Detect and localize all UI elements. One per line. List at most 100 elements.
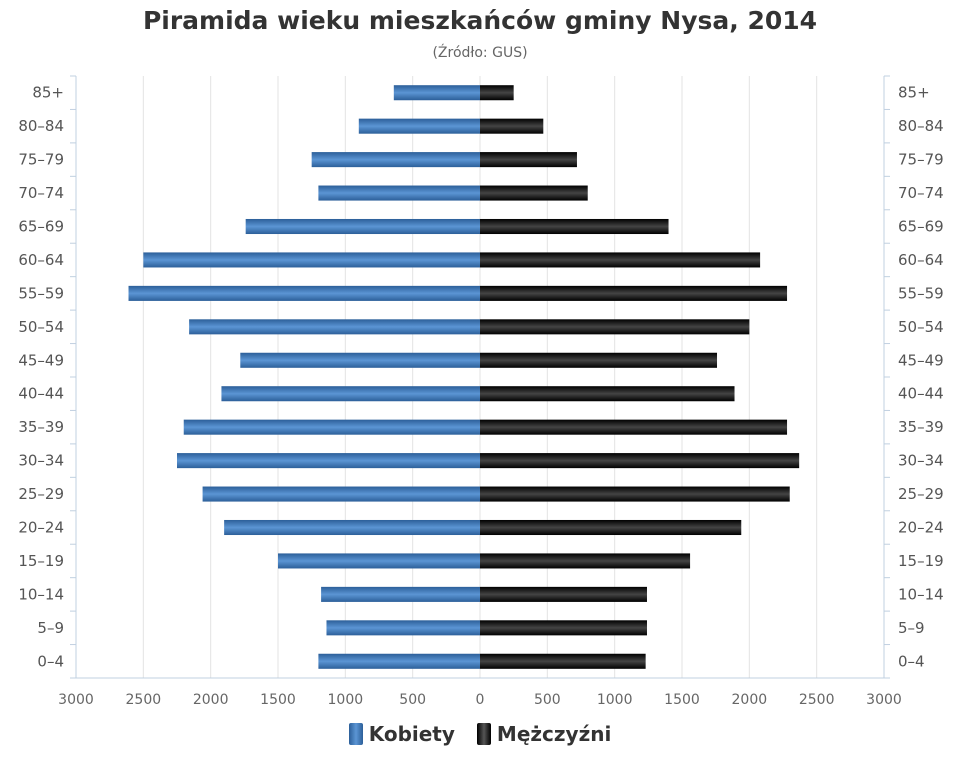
category-label-right: 0–4 bbox=[898, 652, 925, 670]
axes bbox=[70, 75, 890, 679]
category-label-right: 65–69 bbox=[898, 218, 944, 236]
bar-kobiety[interactable] bbox=[221, 386, 480, 402]
x-tick-label: 1000 bbox=[597, 692, 633, 708]
bar-mezczyzni[interactable] bbox=[480, 653, 646, 669]
category-label-right: 40–44 bbox=[898, 385, 944, 403]
bars bbox=[128, 85, 800, 669]
category-label-left: 45–49 bbox=[18, 351, 64, 369]
bar-kobiety[interactable] bbox=[240, 352, 480, 368]
bar-kobiety[interactable] bbox=[358, 118, 480, 134]
bar-kobiety[interactable] bbox=[318, 185, 480, 201]
chart-title: Piramida wieku mieszkańców gminy Nysa, 2… bbox=[142, 6, 818, 35]
legend-label-mezczyzni: Mężczyźni bbox=[496, 722, 612, 746]
category-label-right: 60–64 bbox=[898, 251, 944, 269]
category-label-right: 50–54 bbox=[898, 318, 944, 336]
x-tick-label: 2500 bbox=[799, 692, 835, 708]
bar-kobiety[interactable] bbox=[177, 453, 480, 469]
category-label-right: 35–39 bbox=[898, 418, 944, 436]
bar-mezczyzni[interactable] bbox=[480, 486, 790, 502]
x-tick-label: 1500 bbox=[260, 692, 296, 708]
category-label-left: 85+ bbox=[32, 84, 64, 102]
bar-mezczyzni[interactable] bbox=[480, 285, 788, 301]
bar-kobiety[interactable] bbox=[202, 486, 480, 502]
category-label-left: 50–54 bbox=[18, 318, 64, 336]
x-tick-label: 2500 bbox=[126, 692, 162, 708]
bar-kobiety[interactable] bbox=[224, 519, 480, 536]
bar-kobiety[interactable] bbox=[311, 152, 480, 168]
bar-mezczyzni[interactable] bbox=[480, 586, 647, 602]
category-label-left: 0–4 bbox=[37, 652, 64, 670]
category-labels: 85+ 85+ 80–84 80–84 75–79 75–79 70–74 70–74 65–6… bbox=[18, 84, 943, 671]
bar-mezczyzni[interactable] bbox=[480, 118, 544, 134]
chart-subtitle: (Źródło: GUS) bbox=[432, 45, 528, 61]
x-tick-label: 500 bbox=[399, 692, 426, 708]
bar-kobiety[interactable] bbox=[143, 252, 481, 268]
category-label-right: 70–74 bbox=[898, 184, 944, 202]
bar-mezczyzni[interactable] bbox=[480, 218, 669, 235]
legend-label-kobiety: Kobiety bbox=[368, 722, 455, 746]
bar-kobiety[interactable] bbox=[321, 586, 480, 602]
category-label-right: 20–24 bbox=[898, 519, 944, 537]
x-tick-label: 1500 bbox=[664, 692, 700, 708]
category-label-left: 35–39 bbox=[18, 418, 64, 436]
bar-kobiety[interactable] bbox=[393, 85, 480, 101]
bar-mezczyzni[interactable] bbox=[480, 319, 750, 335]
category-label-left: 30–34 bbox=[18, 452, 64, 470]
category-label-right: 80–84 bbox=[898, 117, 944, 135]
bar-kobiety[interactable] bbox=[189, 319, 480, 335]
x-tick-label: 0 bbox=[476, 692, 485, 708]
legend-item-kobiety[interactable]: Kobiety bbox=[348, 722, 455, 746]
legend-swatch-mezczyzni bbox=[476, 723, 491, 745]
bar-mezczyzni[interactable] bbox=[480, 553, 691, 569]
legend-swatch-kobiety bbox=[348, 723, 363, 745]
category-label-left: 5–9 bbox=[37, 619, 64, 637]
x-tick-label: 2000 bbox=[193, 692, 229, 708]
legend: Kobiety Mężczyźni bbox=[0, 722, 960, 746]
category-label-right: 55–59 bbox=[898, 284, 944, 302]
category-label-left: 75–79 bbox=[18, 151, 64, 169]
bar-mezczyzni[interactable] bbox=[480, 386, 735, 402]
category-label-left: 25–29 bbox=[18, 485, 64, 503]
category-label-right: 45–49 bbox=[898, 351, 944, 369]
x-tick-labels: 3000 2500 2000 1500 1000 500 0 500 1000 1500 2000 2… bbox=[58, 692, 902, 708]
category-label-left: 65–69 bbox=[18, 218, 64, 236]
category-label-left: 40–44 bbox=[18, 385, 64, 403]
x-tick-label: 3000 bbox=[866, 692, 902, 708]
bar-kobiety[interactable] bbox=[245, 218, 480, 235]
bar-kobiety[interactable] bbox=[326, 620, 480, 636]
bar-mezczyzni[interactable] bbox=[480, 352, 718, 368]
category-label-right: 10–14 bbox=[898, 585, 944, 603]
category-label-right: 15–19 bbox=[898, 552, 944, 570]
bar-mezczyzni[interactable] bbox=[480, 419, 788, 435]
category-label-left: 15–19 bbox=[18, 552, 64, 570]
bar-kobiety[interactable] bbox=[318, 653, 480, 669]
bar-kobiety[interactable] bbox=[278, 553, 480, 569]
category-label-right: 25–29 bbox=[898, 485, 944, 503]
bar-kobiety[interactable] bbox=[183, 419, 480, 435]
grid-lines bbox=[142, 76, 818, 678]
bar-mezczyzni[interactable] bbox=[480, 152, 577, 168]
category-label-right: 75–79 bbox=[898, 151, 944, 169]
category-label-left: 20–24 bbox=[18, 519, 64, 537]
x-tick-label: 2000 bbox=[732, 692, 768, 708]
bar-mezczyzni[interactable] bbox=[480, 185, 588, 201]
bar-mezczyzni[interactable] bbox=[480, 85, 514, 101]
x-tick-label: 1000 bbox=[328, 692, 364, 708]
bar-mezczyzni[interactable] bbox=[480, 620, 647, 636]
category-label-left: 55–59 bbox=[18, 284, 64, 302]
category-label-right: 5–9 bbox=[898, 619, 925, 637]
category-label-right: 85+ bbox=[898, 84, 930, 102]
category-label-left: 70–74 bbox=[18, 184, 64, 202]
category-label-left: 80–84 bbox=[18, 117, 64, 135]
bar-kobiety[interactable] bbox=[128, 285, 480, 301]
x-tick-label: 500 bbox=[534, 692, 561, 708]
bar-mezczyzni[interactable] bbox=[480, 453, 800, 469]
legend-item-mezczyzni[interactable]: Mężczyźni bbox=[476, 722, 612, 746]
bar-mezczyzni[interactable] bbox=[480, 252, 761, 268]
category-label-left: 60–64 bbox=[18, 251, 64, 269]
category-label-right: 30–34 bbox=[898, 452, 944, 470]
x-tick-label: 3000 bbox=[58, 692, 94, 708]
bar-mezczyzni[interactable] bbox=[480, 519, 742, 536]
